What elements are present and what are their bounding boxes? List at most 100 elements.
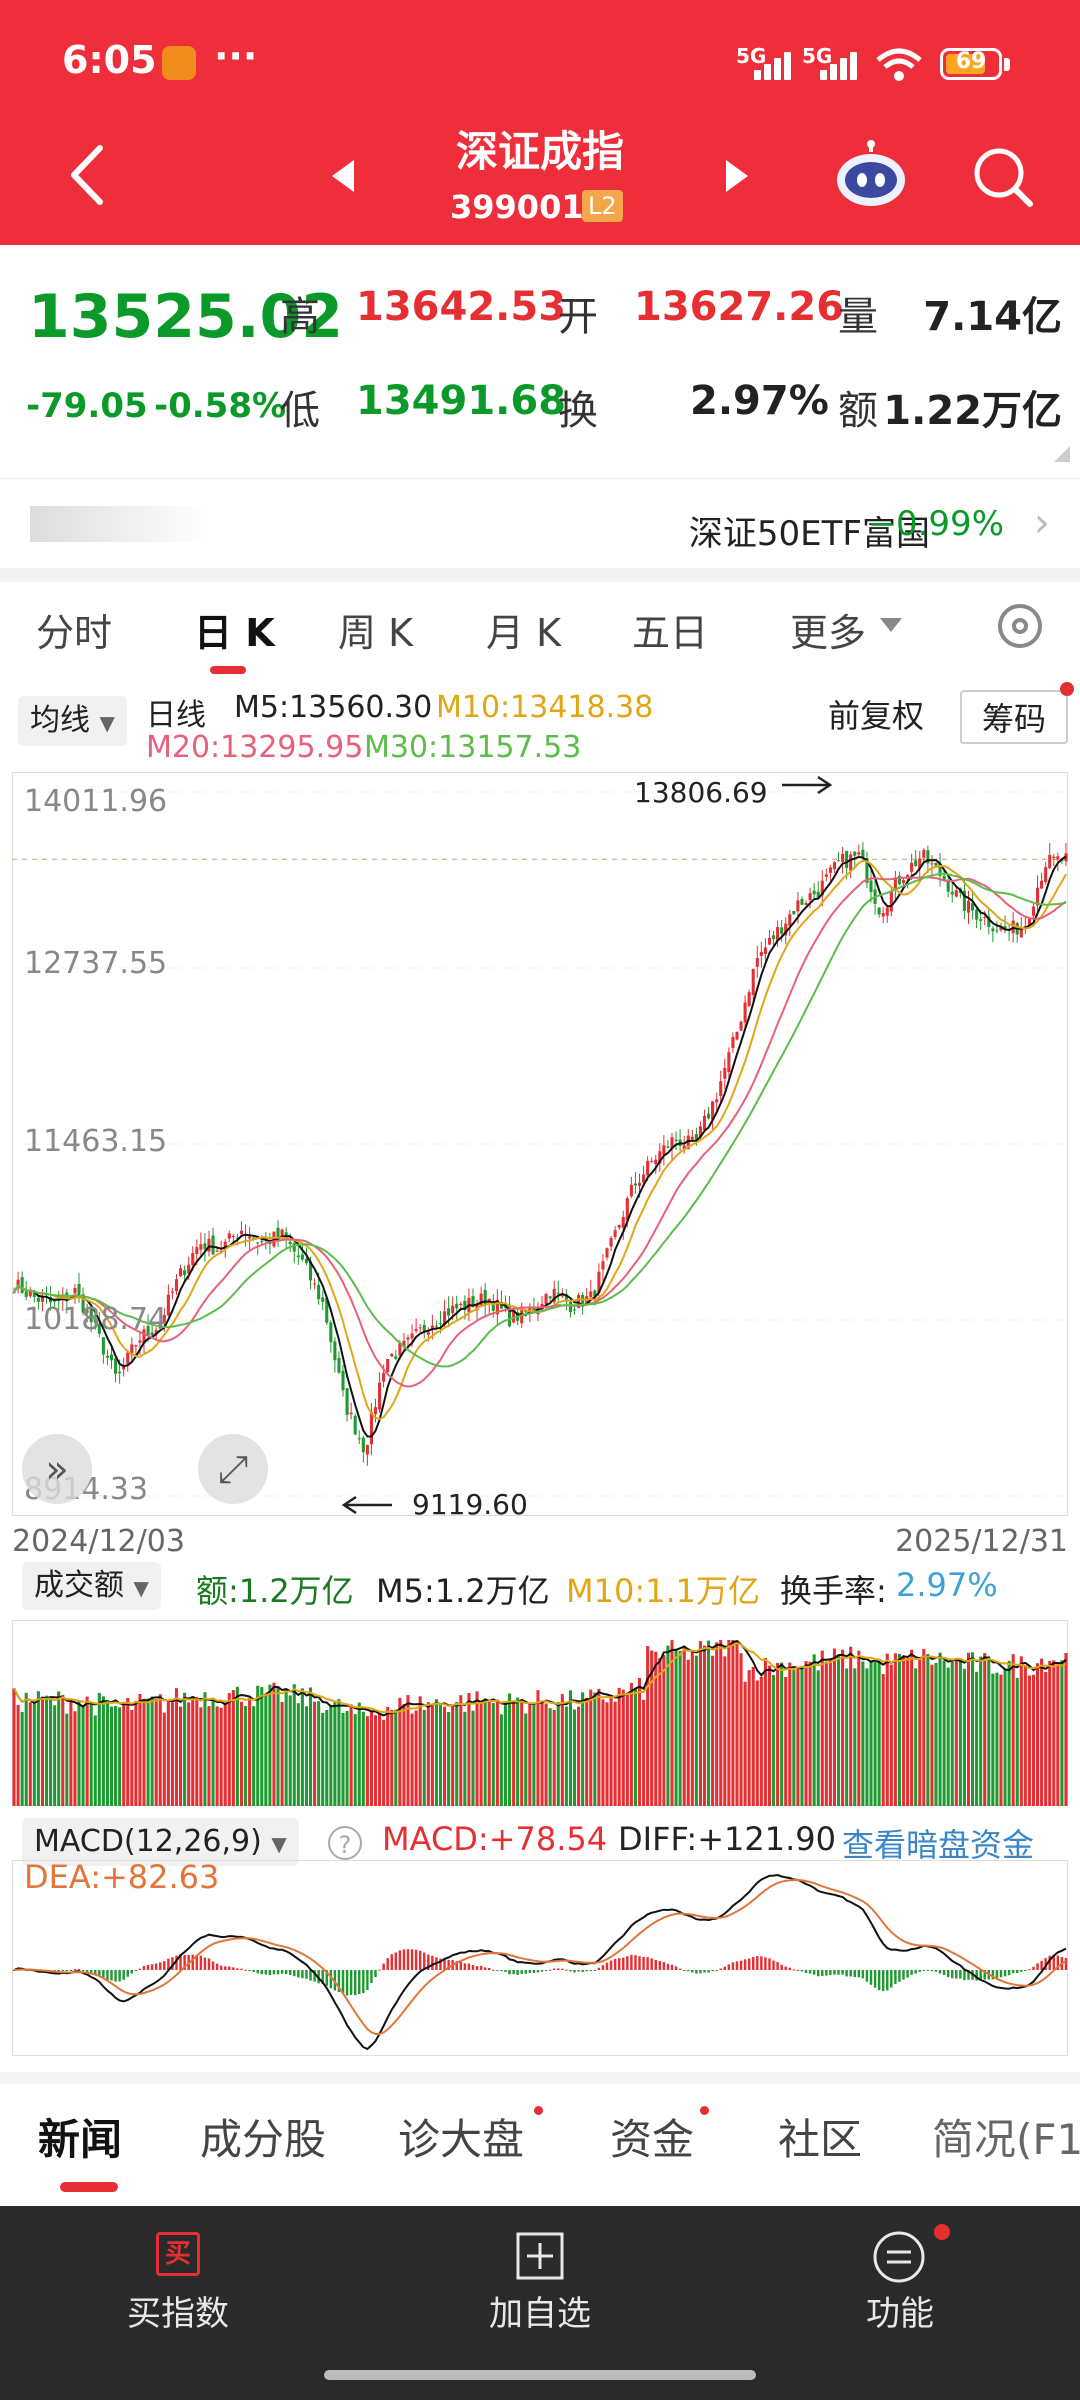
functions-button[interactable]: 功能	[866, 2294, 934, 2334]
candle-body	[73, 1288, 77, 1294]
ntab-components[interactable]: 成分股	[200, 2115, 327, 2164]
volume-bar	[759, 1676, 763, 1806]
candle-body	[812, 890, 816, 895]
volume-bar	[12, 1688, 16, 1806]
macd-histogram-bar	[699, 1970, 702, 1974]
volume-bar	[755, 1680, 759, 1806]
buy-icon[interactable]: 买	[156, 2232, 200, 2276]
macd-histogram-bar	[106, 1970, 109, 1980]
volume-bar	[674, 1649, 678, 1806]
turnover-rate-label: 换手率:	[780, 1572, 887, 1610]
ntab-underline	[60, 2182, 118, 2192]
functions-icon[interactable]	[872, 2230, 926, 2284]
end-date: 2025/12/31	[895, 1524, 1068, 1559]
home-indicator[interactable]	[324, 2370, 756, 2380]
ma5-line	[13, 855, 1067, 1438]
macd-histogram-bar	[183, 1954, 186, 1970]
fullscreen-icon[interactable]: ⤢	[198, 1434, 268, 1504]
volume-bar	[459, 1695, 463, 1806]
expand-corner-icon[interactable]	[1054, 446, 1070, 462]
macd-histogram-bar	[890, 1970, 893, 1988]
dropdown-icon[interactable]	[880, 618, 902, 634]
ma-selector[interactable]: 均线 ▼	[18, 696, 127, 746]
ntab-funds[interactable]: 资金	[610, 2115, 695, 2164]
tab-daily-k[interactable]: 日 K	[194, 611, 275, 655]
tab-weekly-k[interactable]: 周 K	[338, 611, 413, 655]
ntab-dot-1	[534, 2106, 543, 2115]
volume-bar	[841, 1649, 845, 1806]
volume-bar	[800, 1666, 804, 1806]
dark-pool-link[interactable]: 查看暗盘资金	[842, 1826, 1035, 1864]
macd-histogram-bar	[833, 1970, 836, 1975]
tab-five-day[interactable]: 五日	[632, 611, 709, 655]
volume-bar	[150, 1696, 154, 1806]
status-time: 6:05	[62, 38, 157, 82]
volume-bar	[378, 1713, 382, 1806]
adjust-selector[interactable]: 前复权	[828, 697, 925, 735]
next-index-icon[interactable]	[724, 158, 750, 194]
volume-bar	[40, 1697, 45, 1806]
candle-body	[402, 1341, 406, 1347]
prev-index-icon[interactable]	[330, 158, 356, 194]
macd-histogram-bar	[536, 1970, 540, 1973]
functions-dot	[934, 2224, 950, 2240]
ntab-diagnose[interactable]: 诊大盘	[398, 2115, 525, 2164]
candle-body	[918, 858, 922, 869]
kline-chart[interactable]	[12, 772, 1068, 1516]
candle-body	[995, 930, 999, 932]
candle-body	[987, 916, 991, 927]
buy-index-button[interactable]: 买指数	[127, 2294, 229, 2334]
volume-bar	[934, 1662, 938, 1806]
ntab-profile[interactable]: 简况(F1	[932, 2115, 1080, 2164]
macd-histogram-bar	[577, 1970, 580, 1972]
settings-gear-icon[interactable]	[998, 604, 1042, 648]
macd-histogram-bar	[199, 1955, 203, 1970]
tab-intraday[interactable]: 分时	[36, 611, 113, 655]
add-watchlist-icon[interactable]	[516, 2232, 564, 2280]
tab-monthly-k[interactable]: 月 K	[486, 611, 561, 655]
candle-body	[572, 1309, 577, 1311]
back-icon[interactable]	[66, 142, 106, 208]
add-watchlist-button[interactable]: 加自选	[489, 2294, 591, 2334]
candle-body	[625, 1198, 629, 1221]
volume-bar	[109, 1706, 114, 1806]
volume-bar	[739, 1653, 743, 1806]
candle-body	[333, 1341, 337, 1361]
candle-body	[767, 937, 772, 945]
y-tick-4: 10188.74	[24, 1302, 168, 1337]
ntab-news[interactable]: 新闻	[38, 2115, 123, 2164]
volume-bar	[572, 1709, 577, 1806]
robot-assistant-icon[interactable]	[834, 140, 908, 210]
candle-body	[223, 1241, 227, 1250]
candle-body	[325, 1297, 329, 1323]
candle-body	[711, 1101, 715, 1120]
macd-histogram-bar	[69, 1970, 73, 1971]
search-icon[interactable]	[972, 146, 1034, 208]
ma5-value: M5:13560.30	[234, 690, 433, 725]
chips-button[interactable]: 筹码	[960, 690, 1068, 744]
candle-body	[731, 1037, 735, 1049]
candle-body	[93, 1318, 97, 1323]
macd-histogram-bar	[463, 1963, 467, 1970]
double-chevron-icon[interactable]: »	[22, 1434, 92, 1504]
macd-chart[interactable]	[12, 1860, 1068, 2056]
volume-chart[interactable]	[12, 1620, 1068, 1806]
ntab-community[interactable]: 社区	[778, 2115, 863, 2164]
related-etf-bar[interactable]	[0, 478, 1080, 569]
candle-body	[824, 874, 828, 877]
chevron-right-icon[interactable]: ›	[1034, 500, 1050, 546]
low-label: 低	[280, 388, 320, 434]
macd-histogram-bar	[1052, 1955, 1056, 1970]
volume-bar	[1040, 1658, 1044, 1806]
volume-bar	[65, 1713, 69, 1806]
volume-bar	[154, 1699, 158, 1806]
tab-more[interactable]: 更多	[790, 611, 867, 655]
volume-selector[interactable]: 成交额 ▼	[22, 1562, 161, 1610]
macd-histogram-bar	[528, 1970, 532, 1974]
volume-bar	[195, 1697, 199, 1806]
macd-selector[interactable]: MACD(12,26,9) ▼	[22, 1818, 299, 1866]
dea-line	[13, 1878, 1067, 2035]
volume-bar	[77, 1701, 81, 1806]
candle-body	[252, 1237, 256, 1239]
help-icon[interactable]: ?	[328, 1826, 362, 1860]
